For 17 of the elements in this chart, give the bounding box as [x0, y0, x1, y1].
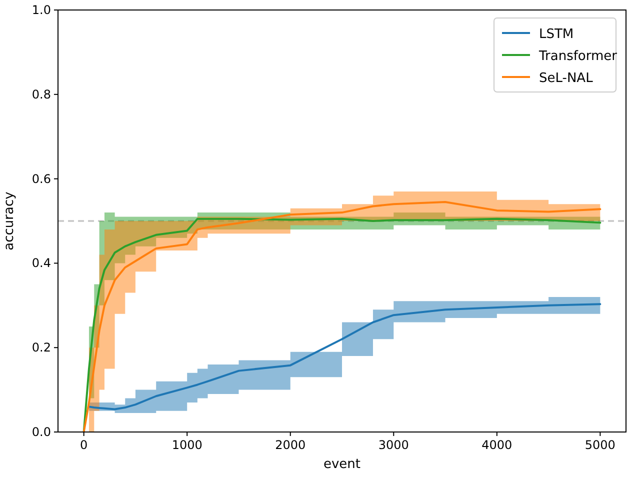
x-tick-label: 3000 — [378, 438, 409, 452]
x-tick-label: 4000 — [482, 438, 512, 452]
x-axis-title: event — [323, 457, 361, 472]
x-tick-label: 0 — [80, 438, 88, 452]
y-axis-title: accuracy — [2, 191, 17, 250]
legend-label: SeL-NAL — [539, 71, 594, 86]
y-tick-label: 0.2 — [32, 340, 51, 355]
legend-label: Transformer — [538, 49, 618, 64]
y-tick-label: 1.0 — [32, 3, 51, 17]
x-tick-label: 5000 — [584, 438, 616, 452]
y-tick-label: 0.6 — [32, 172, 51, 186]
x-tick-label: 1000 — [172, 438, 202, 452]
y-tick-label: 0.0 — [32, 425, 51, 439]
x-tick-label: 2000 — [275, 438, 306, 452]
y-tick-label: 0.4 — [32, 256, 51, 270]
y-tick-label: 0.8 — [32, 87, 51, 102]
legend-label: LSTM — [539, 27, 574, 42]
